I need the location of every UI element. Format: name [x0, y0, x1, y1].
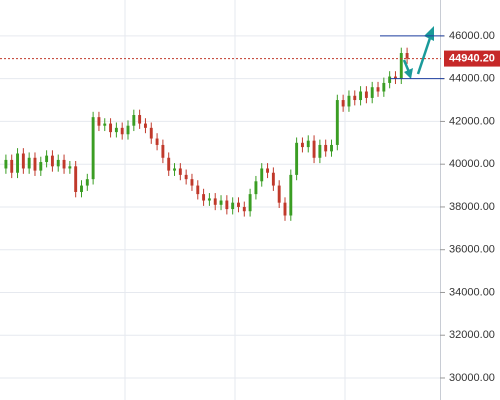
candle-body — [271, 172, 275, 186]
candle-body — [80, 185, 83, 192]
candle-body — [173, 168, 176, 171]
y-tick-label: 46000.00 — [449, 30, 495, 42]
candle-body — [364, 91, 368, 98]
candle-body — [300, 142, 304, 148]
candle-body — [394, 76, 397, 79]
candle-body — [306, 140, 310, 148]
candle-body — [126, 125, 130, 135]
candle-body — [62, 159, 66, 169]
candle-body — [405, 53, 409, 59]
candle-body — [399, 53, 403, 79]
candle-body — [114, 127, 118, 133]
candle-body — [155, 138, 159, 145]
candle-body — [196, 185, 200, 195]
candle-body — [324, 144, 328, 152]
candle-body — [4, 159, 8, 169]
candle-body — [260, 168, 264, 182]
annotation-arrow — [402, 59, 411, 73]
candle-body — [213, 198, 217, 205]
candle-body — [376, 87, 380, 92]
candle-body — [242, 206, 246, 212]
y-tick-label: 38000.00 — [449, 201, 495, 213]
candle-body — [167, 157, 171, 171]
current-price-label: 44940.20 — [449, 52, 495, 64]
candle-body — [85, 179, 89, 186]
annotation-arrow — [416, 37, 432, 75]
candle-body — [219, 200, 223, 205]
candle-body — [225, 200, 229, 210]
y-tick-label: 30000.00 — [449, 372, 495, 384]
candle-body — [138, 115, 142, 124]
candle-body — [359, 91, 363, 101]
annotation-arrowhead — [424, 26, 434, 41]
candle-body — [120, 127, 124, 135]
candle-body — [33, 157, 37, 171]
candle-body — [56, 159, 60, 167]
candle-body — [353, 95, 357, 101]
y-tick-label: 40000.00 — [449, 158, 495, 170]
candle-body — [178, 168, 182, 175]
y-tick-label: 36000.00 — [449, 244, 495, 256]
candle-body — [109, 123, 113, 133]
candle-body — [149, 127, 153, 139]
y-axis-panel — [441, 0, 500, 400]
candle-body — [254, 181, 258, 195]
candle-body — [266, 168, 270, 173]
annotation-arrowhead — [404, 68, 413, 79]
candle-body — [347, 95, 351, 107]
candle-body — [382, 82, 386, 92]
candle-body — [202, 194, 206, 201]
candle-body — [341, 100, 345, 107]
candle-body — [330, 144, 333, 152]
y-tick-label: 34000.00 — [449, 286, 495, 298]
candle-body — [132, 115, 136, 126]
candle-body — [283, 202, 287, 216]
plot — [0, 35, 440, 379]
candle-body — [335, 100, 339, 145]
candle-body — [370, 87, 374, 98]
candle-body — [103, 123, 107, 126]
candle-body — [231, 202, 235, 210]
y-tick-label: 32000.00 — [449, 329, 495, 341]
candle-body — [207, 198, 211, 201]
y-tick-label: 44000.00 — [449, 73, 495, 85]
y-tick-label: 42000.00 — [449, 115, 495, 127]
candle-body — [318, 144, 322, 158]
candle-body — [237, 202, 240, 207]
candle-body — [184, 174, 188, 180]
candle-body — [21, 153, 25, 169]
candle-body — [50, 155, 54, 167]
candle-body — [161, 144, 165, 158]
candle-body — [295, 142, 299, 175]
candle-body — [190, 179, 194, 186]
candle-body — [143, 123, 147, 128]
candle-body — [388, 76, 392, 83]
candle-body — [277, 185, 281, 203]
candle-body — [39, 162, 43, 171]
current-price-box — [444, 50, 500, 67]
candle-body — [45, 155, 49, 163]
candle-body — [289, 174, 293, 216]
candle-body — [10, 159, 14, 173]
candle-body — [312, 140, 316, 158]
candle-body — [16, 153, 19, 173]
candle-body — [68, 166, 72, 169]
candle-body — [74, 166, 78, 192]
candle-body — [248, 194, 252, 212]
candle-body — [97, 117, 101, 126]
candle-body — [27, 157, 31, 169]
candle-body — [91, 117, 95, 180]
